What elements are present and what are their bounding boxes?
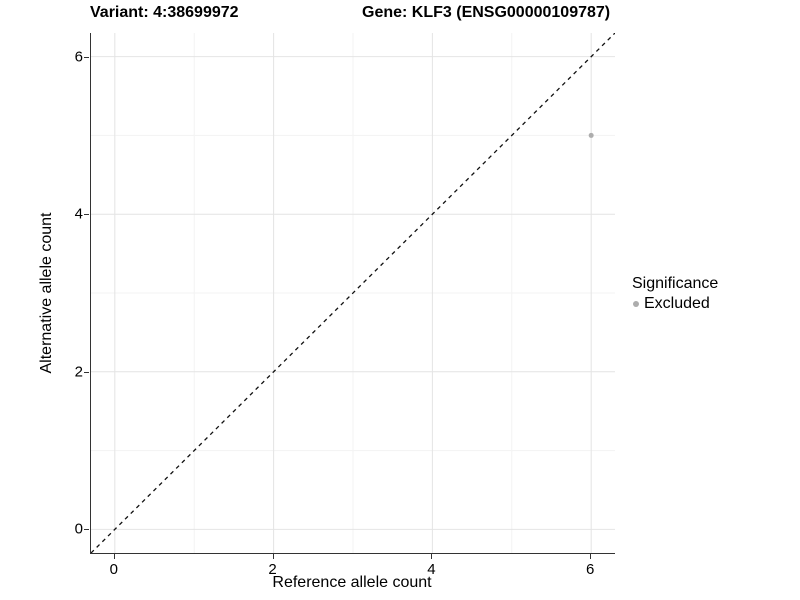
legend: Significance Excluded	[632, 275, 718, 313]
x-tick-label: 0	[109, 561, 118, 578]
identity-reference-line	[91, 33, 615, 553]
legend-item-excluded: Excluded	[633, 295, 718, 313]
data-point-excluded	[588, 132, 594, 138]
excluded-point-swatch-icon	[633, 301, 639, 307]
x-tick-mark	[272, 554, 274, 559]
y-tick-label: 0	[74, 520, 83, 538]
y-tick-mark	[84, 529, 89, 531]
plot-panel	[90, 33, 615, 554]
gene-title: Gene: KLF3 (ENSG00000109787)	[362, 4, 611, 21]
y-tick-label: 2	[74, 363, 83, 381]
plot-area-svg	[91, 33, 615, 553]
y-tick-mark	[84, 56, 89, 58]
legend-title: Significance	[632, 275, 719, 292]
y-tick-label: 4	[74, 205, 83, 223]
x-tick-label: 2	[268, 561, 277, 578]
legend-item-label: Excluded	[644, 295, 710, 312]
y-axis-title: Alternative allele count	[38, 212, 55, 374]
x-tick-mark	[590, 554, 592, 559]
y-tick-label: 6	[74, 48, 83, 66]
x-tick-label: 6	[586, 561, 595, 578]
x-tick-mark	[431, 554, 433, 559]
y-tick-mark	[84, 371, 89, 373]
y-tick-mark	[84, 214, 89, 216]
x-tick-mark	[113, 554, 115, 559]
x-axis-title: Reference allele count	[272, 574, 432, 591]
x-tick-label: 4	[427, 561, 436, 578]
variant-title: Variant: 4:38699972	[90, 4, 239, 21]
